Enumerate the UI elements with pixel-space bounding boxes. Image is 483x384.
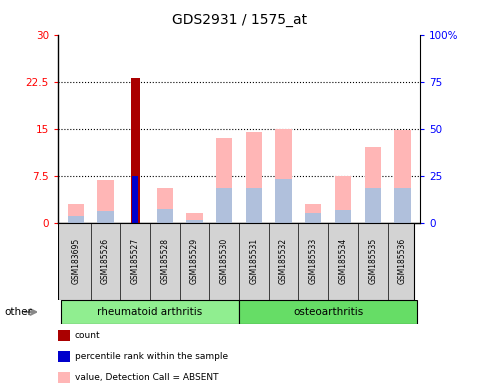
Bar	[186, 220, 203, 223]
Bar	[131, 78, 140, 223]
Bar	[394, 188, 411, 223]
Bar	[305, 204, 322, 223]
Text: GSM185526: GSM185526	[101, 238, 110, 284]
Text: osteoarthritis: osteoarthritis	[293, 307, 363, 317]
Text: GSM185528: GSM185528	[160, 238, 170, 284]
Bar	[97, 180, 114, 223]
Text: GSM185535: GSM185535	[368, 238, 377, 284]
Text: GSM185534: GSM185534	[339, 238, 347, 284]
Bar	[246, 188, 262, 223]
Bar	[156, 188, 173, 223]
Bar	[216, 138, 232, 223]
Bar	[394, 130, 411, 223]
Bar	[68, 217, 84, 223]
Text: GSM185532: GSM185532	[279, 238, 288, 284]
Text: other: other	[5, 307, 33, 317]
Text: rheumatoid arthritis: rheumatoid arthritis	[98, 307, 203, 317]
Bar	[61, 300, 239, 324]
Bar	[132, 176, 138, 223]
Bar	[335, 210, 351, 223]
Bar	[275, 179, 292, 223]
Text: value, Detection Call = ABSENT: value, Detection Call = ABSENT	[75, 373, 218, 382]
Bar	[275, 129, 292, 223]
Text: GSM185531: GSM185531	[249, 238, 258, 284]
Bar	[216, 188, 232, 223]
Bar	[186, 214, 203, 223]
Bar	[246, 132, 262, 223]
Text: GSM185529: GSM185529	[190, 238, 199, 284]
Bar	[365, 188, 381, 223]
Bar	[335, 176, 351, 223]
Bar	[68, 204, 84, 223]
Text: GSM185536: GSM185536	[398, 238, 407, 284]
Text: count: count	[75, 331, 100, 340]
Text: GSM183695: GSM183695	[71, 238, 80, 284]
Bar	[97, 212, 114, 223]
Text: GSM185533: GSM185533	[309, 238, 318, 284]
Text: percentile rank within the sample: percentile rank within the sample	[75, 352, 228, 361]
Bar	[365, 147, 381, 223]
Bar	[156, 209, 173, 223]
Text: GSM185527: GSM185527	[131, 238, 140, 284]
Text: GSM185530: GSM185530	[220, 238, 229, 284]
Bar	[239, 300, 417, 324]
Bar	[305, 214, 322, 223]
Text: GDS2931 / 1575_at: GDS2931 / 1575_at	[171, 13, 307, 27]
